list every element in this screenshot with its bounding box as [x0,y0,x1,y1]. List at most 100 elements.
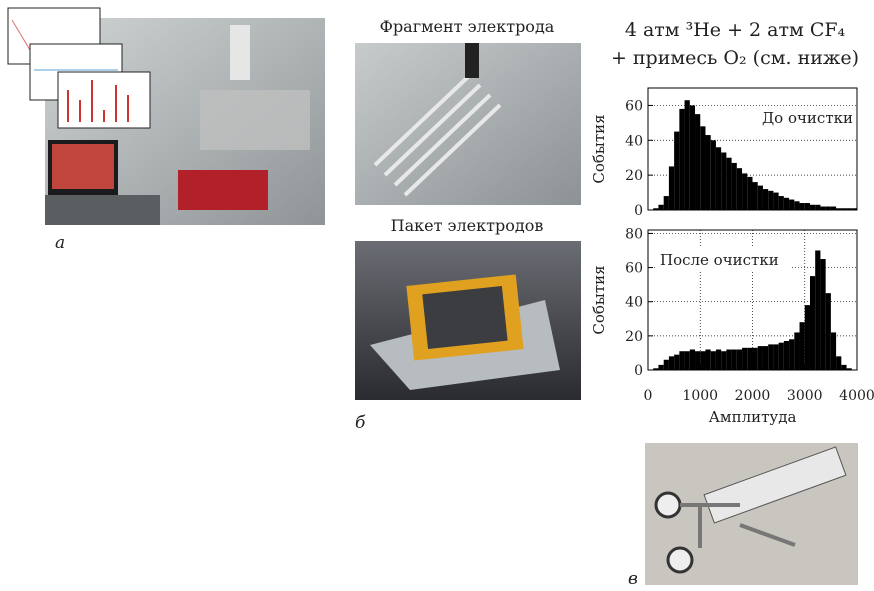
photo-title: Пакет электродов [391,216,544,235]
bar [773,344,778,370]
y-tick-label: 80 [625,226,643,242]
bar [674,132,679,210]
bar [820,207,825,210]
bar [763,346,768,370]
bar [794,332,799,370]
x-tick-label: 1000 [682,388,718,404]
y-axis-label: События [590,265,608,334]
bar [779,343,784,370]
bar [789,339,794,370]
bar [805,305,810,370]
bar [658,205,663,210]
bar [721,351,726,370]
bar [705,135,710,210]
bar [711,351,716,370]
chart-header: + примесь O₂ (см. ниже) [611,47,859,69]
bar [679,351,684,370]
bar [784,341,789,370]
annotation: После очистки [660,251,779,269]
bar [794,201,799,210]
bar [685,100,690,210]
bar [826,293,831,370]
bar [800,203,805,210]
bar [737,168,742,210]
bar [763,189,768,210]
bar [716,350,721,370]
annotation: До очистки [762,109,853,127]
bar [658,365,663,370]
photo-chamber [645,443,858,585]
bar [669,166,674,210]
bar [773,193,778,210]
figure: а б в Фрагмент электрода Пакет электродо… [0,0,874,587]
y-tick-label: 20 [625,168,643,184]
bar [685,351,690,370]
bar [805,203,810,210]
bar [836,356,841,370]
bar [690,350,695,370]
bar [721,152,726,210]
bar [758,186,763,210]
page: {"panel_labels":["а","б","в"], "photo_ti… [0,0,874,591]
bar [742,348,747,370]
y-axis-label: События [590,114,608,183]
panel-label: в [628,569,638,587]
bar [831,332,836,370]
y-tick-label: 20 [625,329,643,345]
bar [742,173,747,210]
bar [784,198,789,210]
bar [841,365,846,370]
bar [726,350,731,370]
bar [815,205,820,210]
bar [732,163,737,210]
bar [753,348,758,370]
bar [826,207,831,210]
bar [664,196,669,210]
bar [679,109,684,210]
y-tick-label: 0 [634,363,643,379]
bar [716,147,721,210]
y-tick-label: 60 [625,98,643,114]
bar [758,346,763,370]
bar [700,126,705,210]
panel-label: а [55,233,65,253]
x-tick-label: 3000 [787,388,823,404]
bar [700,351,705,370]
bar [800,322,805,370]
bar [820,259,825,370]
y-tick-label: 40 [625,295,643,311]
bar [753,182,758,210]
x-axis-label: Амплитуда [709,408,797,426]
x-tick-label: 0 [644,388,653,404]
bar [768,344,773,370]
y-tick-label: 40 [625,133,643,149]
bar [737,350,742,370]
y-tick-label: 0 [634,203,643,219]
bar [810,205,815,210]
x-tick-label: 4000 [839,388,874,404]
chart-header: 4 атм ³He + 2 атм CF₄ [625,19,846,41]
x-tick-label: 2000 [735,388,771,404]
bar [747,177,752,210]
bar [690,105,695,210]
bar [695,114,700,210]
photo-electrode [355,43,581,205]
bar [831,207,836,210]
bar [789,200,794,210]
bar [732,350,737,370]
panel-label: б [355,413,366,433]
bar [768,191,773,210]
bar [815,250,820,370]
bar [810,276,815,370]
bar [726,158,731,210]
photo-setup [8,8,325,225]
bar [747,348,752,370]
bar [669,356,674,370]
bar [705,350,710,370]
photo-stack [355,241,581,400]
y-tick-label: 60 [625,261,643,277]
bar [779,196,784,210]
bar [664,360,669,370]
photo-title: Фрагмент электрода [380,17,555,36]
bar [674,355,679,370]
